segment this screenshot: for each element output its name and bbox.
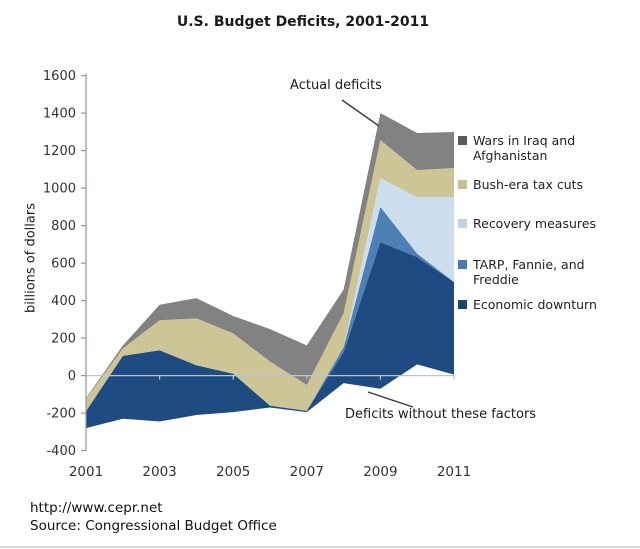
legend-label: Economic downturn [473,297,597,312]
y-tick-label: 800 [51,219,76,234]
legend-swatch-tax-cuts [458,180,467,189]
bottom-edge-line [0,546,640,548]
footer: http://www.cepr.net Source: Congressiona… [30,500,277,535]
x-tick-label: 2009 [363,464,397,480]
legend-item-downturn: Economic downturn [458,297,598,312]
legend-item-tarp: TARP, Fannie, and Freddie [458,257,598,287]
y-tick-label: 1400 [43,107,76,122]
legend-item-tax-cuts: Bush-era tax cuts [458,177,598,192]
x-tick-label: 2007 [290,464,324,480]
area-economic-downturn [86,242,454,429]
actual-deficits-arrow [341,99,380,127]
y-tick-label: 1000 [43,182,76,197]
y-tick-label: -200 [46,407,76,422]
legend-swatch-recovery [458,219,467,228]
x-tick-label: 2011 [437,464,471,480]
y-tick-label: 1200 [43,144,76,159]
legend-item-recovery: Recovery measures [458,216,598,231]
y-tick-label: 1600 [43,69,76,84]
y-tick-label: 0 [68,369,76,384]
annotation-deficits-without: Deficits without these factors [345,407,537,422]
area-recovery-measures [86,178,454,412]
deficits-without-arrow [367,391,414,408]
legend-label: Bush-era tax cuts [473,177,584,192]
x-tick-label: 2003 [142,464,176,480]
x-tick-label: 2001 [69,464,103,480]
footer-source: Source: Congressional Budget Office [30,517,277,534]
legend-item-wars: Wars in Iraq and Afghanistan [458,133,598,163]
legend-swatch-tarp [458,260,467,269]
legend-label: Wars in Iraq and Afghanistan [473,133,576,163]
area-bush-era-tax-cuts [86,140,454,412]
chart-title: U.S. Budget Deficits, 2001-2011 [176,14,430,30]
area-wars-in-iraq-and-afghanistan [86,113,454,400]
footer-url: http://www.cepr.net [30,500,163,516]
legend-label: Recovery measures [473,216,596,231]
y-tick-label: -400 [46,444,76,459]
legend-label: TARP, Fannie, and Freddie [473,257,585,287]
x-tick-label: 2005 [216,464,250,480]
annotation-actual-deficits: Actual deficits [290,78,382,93]
y-tick-label: 400 [51,294,76,309]
y-tick-label: 200 [51,332,76,347]
legend-swatch-downturn [458,300,467,309]
y-tick-label: 600 [51,257,76,272]
legend-swatch-wars [458,136,467,145]
